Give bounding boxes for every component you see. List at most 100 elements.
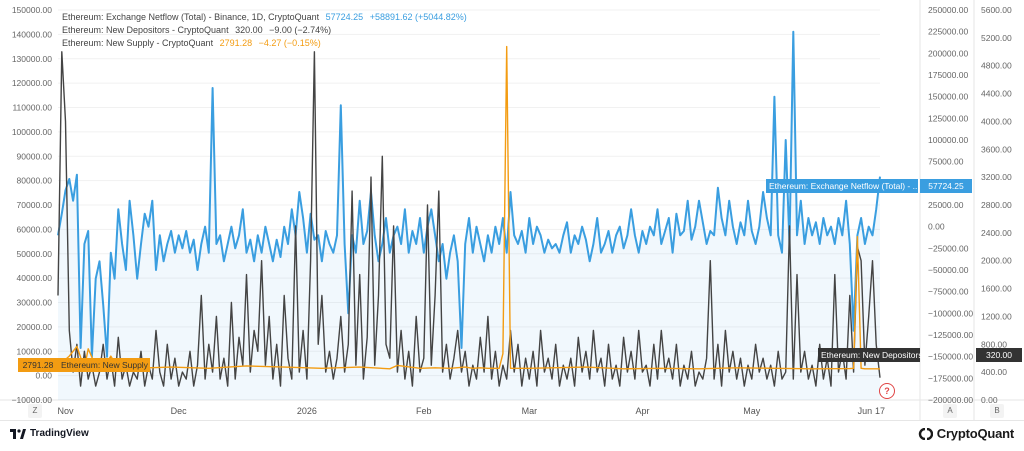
y-tick-label: 10000.00 xyxy=(17,346,53,356)
y-tick-label: 30000.00 xyxy=(17,298,53,308)
legend-change: −9.00 (−2.74%) xyxy=(269,25,332,35)
x-tick-label: 2026 xyxy=(297,406,317,416)
x-tick-label: May xyxy=(743,406,761,416)
y-tick-label: 70000.00 xyxy=(17,200,53,210)
y-tick-label: 4800.00 xyxy=(981,61,1012,71)
legend-title: Ethereum: Exchange Netflow (Total) - Bin… xyxy=(62,12,320,22)
series-line xyxy=(57,30,881,358)
y-tick-label: 60000.00 xyxy=(17,224,53,234)
series-line xyxy=(57,45,880,370)
tradingview-logo[interactable]: TradingView xyxy=(10,428,89,439)
series-name-label: Ethereum: New Supply xyxy=(61,360,149,370)
tradingview-icon xyxy=(10,428,26,439)
y-tick-label: 0.00 xyxy=(35,371,52,381)
y-tick-label: −175000.00 xyxy=(928,373,973,383)
y-tick-label: 2800.00 xyxy=(981,200,1012,210)
legend-row-netflow[interactable]: Ethereum: Exchange Netflow (Total) - Bin… xyxy=(62,11,467,24)
zoom-reset-button[interactable]: Z xyxy=(28,404,42,418)
y-tick-label: 110000.00 xyxy=(12,103,52,113)
legend-title: Ethereum: New Depositors - CryptoQuant xyxy=(62,25,229,35)
y-tick-label: −150000.00 xyxy=(928,352,973,362)
series-value-label: 2791.28 xyxy=(23,360,54,370)
legend-change: −4.27 (−0.15%) xyxy=(258,38,321,48)
y-tick-label: 120000.00 xyxy=(12,78,52,88)
axis-left: 150000.00 140000.00 130000.00 120000.00 1100… xyxy=(12,5,53,405)
y-tick-label: 0.00 xyxy=(928,222,945,232)
series-name-tag xyxy=(818,348,920,362)
y-tick-label: 1200.00 xyxy=(981,311,1012,321)
y-tick-label: 400.00 xyxy=(981,367,1007,377)
y-tick-label: −125000.00 xyxy=(928,330,973,340)
y-tick-label: 800.00 xyxy=(981,339,1007,349)
footer: TradingView CryptoQuant xyxy=(0,420,1024,446)
x-tick-label: Mar xyxy=(522,406,538,416)
y-tick-label: 140000.00 xyxy=(12,29,52,39)
y-tick-label: −200000.00 xyxy=(928,395,973,405)
y-tick-label: 4400.00 xyxy=(981,89,1012,99)
series-value-label: 57724.25 xyxy=(928,181,964,191)
cryptoquant-text: CryptoQuant xyxy=(936,426,1014,441)
y-tick-label: 1600.00 xyxy=(981,284,1012,294)
last-value-labels: Ethereum: Exchange Netflow (Total) - ...… xyxy=(18,179,1022,372)
y-tick-label: 250000.00 xyxy=(928,5,968,15)
y-tick-label: −50000.00 xyxy=(928,265,969,275)
legend-row-supply[interactable]: Ethereum: New Supply - CryptoQuant 2791.… xyxy=(62,37,467,50)
series-value-label: 320.00 xyxy=(986,350,1012,360)
y-tick-label: 200000.00 xyxy=(928,48,968,58)
y-tick-label: 20000.00 xyxy=(17,322,53,332)
series-line xyxy=(57,51,881,387)
y-tick-label: −25000.00 xyxy=(928,243,969,253)
grid-layer xyxy=(0,0,1024,420)
y-tick-label: 225000.00 xyxy=(928,27,968,37)
y-tick-label: 3600.00 xyxy=(981,144,1012,154)
x-tick-label: Jun xyxy=(858,406,873,416)
series-name-tag xyxy=(766,179,918,193)
y-tick-label: 90000.00 xyxy=(17,151,53,161)
help-icon[interactable]: ? xyxy=(879,383,895,399)
legend: Ethereum: Exchange Netflow (Total) - Bin… xyxy=(62,11,467,50)
y-tick-label: 175000.00 xyxy=(928,70,968,80)
y-tick-label: 100000.00 xyxy=(928,135,968,145)
x-tick-label: 17 xyxy=(875,406,885,416)
series-layer xyxy=(57,30,881,400)
auto-scale-button[interactable]: A xyxy=(943,404,957,418)
y-tick-label: 150000.00 xyxy=(12,5,52,15)
legend-value: 320.00 xyxy=(235,25,263,35)
y-tick-label: 150000.00 xyxy=(928,92,968,102)
y-tick-label: 4000.00 xyxy=(981,116,1012,126)
y-tick-label: 100000.00 xyxy=(12,127,52,137)
cryptoquant-logo: CryptoQuant xyxy=(917,426,1014,441)
series-value-tag xyxy=(920,179,972,193)
x-tick-label: Feb xyxy=(416,406,432,416)
y-tick-label: 2000.00 xyxy=(981,256,1012,266)
y-tick-label: 5200.00 xyxy=(981,33,1012,43)
legend-row-depositors[interactable]: Ethereum: New Depositors - CryptoQuant 3… xyxy=(62,24,467,37)
y-tick-label: −75000.00 xyxy=(928,287,969,297)
x-tick-label: Nov xyxy=(58,406,75,416)
log-scale-button[interactable]: B xyxy=(990,404,1004,418)
y-tick-label: 40000.00 xyxy=(17,273,53,283)
legend-change: +58891.62 (+5044.82%) xyxy=(369,12,467,22)
x-tick-label: Dec xyxy=(171,406,188,416)
y-tick-label: −10000.00 xyxy=(12,395,53,405)
y-tick-label: 3200.00 xyxy=(981,172,1012,182)
y-tick-label: 0.00 xyxy=(981,395,998,405)
series-value-tag xyxy=(18,358,58,372)
y-tick-label: 25000.00 xyxy=(928,200,964,210)
y-tick-label: 50000.00 xyxy=(17,249,53,259)
y-tick-label: 75000.00 xyxy=(928,157,964,167)
series-name-label: Ethereum: Exchange Netflow (Total) - ... xyxy=(769,181,920,191)
y-tick-label: −100000.00 xyxy=(928,308,973,318)
legend-value: 57724.25 xyxy=(325,12,364,22)
legend-title: Ethereum: New Supply - CryptoQuant xyxy=(62,38,214,48)
y-tick-label: 125000.00 xyxy=(928,113,968,123)
axis-right: 5600.00 5200.00 4800.00 4400.00 4000.00 3600.… xyxy=(981,5,1012,405)
tradingview-text: TradingView xyxy=(30,428,89,439)
y-tick-label: 5600.00 xyxy=(981,5,1012,15)
y-tick-label: 80000.00 xyxy=(17,176,53,186)
axis-mid: 250000.00 225000.00 200000.00 175000.00 1500… xyxy=(928,5,973,405)
x-tick-label: Apr xyxy=(635,406,649,416)
y-tick-label: 130000.00 xyxy=(12,54,52,64)
